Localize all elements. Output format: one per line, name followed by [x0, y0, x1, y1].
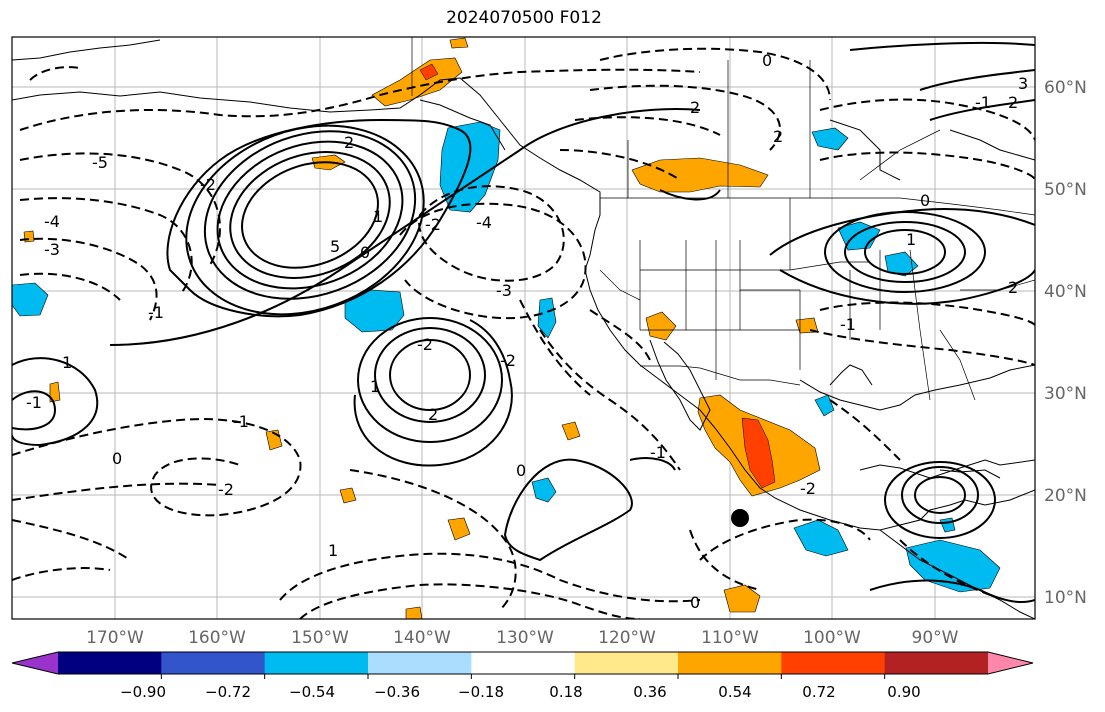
colorbar-outline — [11, 651, 1034, 675]
contour-label: -5 — [92, 153, 108, 172]
colorbar-label: −0.90 — [120, 683, 166, 701]
contour-label: 1 — [62, 353, 72, 372]
contour-label: 0 — [360, 243, 370, 262]
contour-label: 0 — [516, 461, 526, 480]
longitude-tick-labels: 170°W 160°W 150°W 140°W 130°W 120°W 110°… — [86, 628, 959, 648]
contour-label: -2 — [800, 479, 816, 498]
contour-label: 0 — [690, 593, 700, 612]
contour-label: -1 — [26, 393, 42, 412]
coastlines — [12, 39, 1035, 619]
lon-tick-label: 160°W — [188, 628, 246, 648]
blue-shaded-regions — [12, 121, 1001, 593]
colorbar-segment — [781, 652, 886, 674]
contour-label: -1 — [148, 303, 164, 322]
contour-label: -2 — [218, 480, 234, 499]
colorbar — [11, 651, 1034, 679]
contour-label: -1 — [650, 443, 666, 462]
contour-label: 2 — [428, 405, 438, 424]
colorbar-segment — [884, 652, 989, 674]
lat-tick-label: 60°N — [1044, 78, 1087, 98]
contour-label: -1 — [840, 315, 856, 334]
colorbar-label: 0.18 — [549, 683, 582, 701]
lon-tick-label: 90°W — [912, 628, 959, 648]
colorbar-label: −0.72 — [205, 683, 251, 701]
latitude-tick-labels: 60°N 50°N 40°N 30°N 20°N 10°N — [1044, 78, 1087, 608]
colorbar-label: −0.54 — [289, 683, 335, 701]
contour-label: -1 — [975, 93, 991, 112]
lon-tick-label: 150°W — [291, 628, 349, 648]
lat-tick-label: 40°N — [1044, 282, 1087, 302]
contour-label: 2 — [1008, 278, 1018, 297]
plot-title: 2024070500 F012 — [446, 8, 602, 28]
storm-center-marker — [731, 509, 749, 527]
colorbar-label: −0.18 — [458, 683, 504, 701]
map-frame — [11, 36, 1036, 620]
colorbar-segment — [678, 652, 782, 674]
contour-label: -2 — [500, 351, 516, 370]
colorbar-labels: −0.90 −0.72 −0.54 −0.36 −0.18 0.18 0.36 … — [120, 683, 921, 701]
lon-tick-label: 130°W — [496, 628, 554, 648]
positive-contours — [12, 41, 1035, 603]
lat-tick-label: 10°N — [1044, 588, 1087, 608]
lat-tick-label: 50°N — [1044, 180, 1087, 200]
contour-label: -3 — [44, 240, 60, 259]
colorbar-segment — [58, 652, 162, 674]
contour-label: 3 — [1018, 74, 1028, 93]
contour-label: 1 — [373, 207, 383, 226]
colorbar-label: 0.36 — [633, 683, 666, 701]
contour-label: -4 — [476, 213, 492, 232]
contour-labels: 0 2 2 -1 3 2 -2 -3 -4 -5 -2 5 1 2 -1 1 0… — [26, 51, 1028, 612]
political-borders — [411, 37, 1035, 401]
contour-label: 0 — [762, 51, 772, 70]
colorbar-segment — [471, 652, 576, 674]
map-panel: 0 2 2 -1 3 2 -2 -3 -4 -5 -2 5 1 2 -1 1 0… — [12, 37, 1035, 619]
contour-label: -2 — [200, 175, 216, 194]
colorbar-segment — [368, 652, 472, 674]
contour-label: 2 — [773, 127, 783, 146]
lon-tick-label: 110°W — [701, 628, 759, 648]
contour-label: 2 — [344, 133, 354, 152]
contour-label: 0 — [112, 449, 122, 468]
contour-label: -2 — [417, 335, 433, 354]
contour-label: 1 — [370, 377, 380, 396]
contour-label: 5 — [330, 237, 340, 256]
lon-tick-label: 100°W — [803, 628, 861, 648]
red-shaded-regions — [419, 63, 776, 489]
colorbar-segment — [161, 652, 266, 674]
contour-label: -2 — [425, 215, 441, 234]
lon-tick-label: 120°W — [598, 628, 656, 648]
colorbar-extend-high — [988, 652, 1033, 674]
lat-tick-label: 20°N — [1044, 486, 1087, 506]
colorbar-extend-low — [12, 652, 58, 674]
colorbar-segment — [264, 652, 369, 674]
contour-label: 0 — [920, 191, 930, 210]
contour-label: -1 — [233, 412, 249, 431]
colorbar-label: −0.36 — [374, 683, 420, 701]
colorbar-segment — [574, 652, 679, 674]
lon-tick-label: 140°W — [393, 628, 451, 648]
colorbar-label: 0.54 — [718, 683, 751, 701]
contour-label: 2 — [690, 98, 700, 117]
contour-label: 2 — [1008, 93, 1018, 112]
negative-contours — [12, 47, 1035, 619]
contour-label: 1 — [906, 230, 916, 249]
contour-label: -4 — [44, 212, 60, 231]
colorbar-label: 0.90 — [887, 683, 920, 701]
lon-tick-label: 170°W — [86, 628, 144, 648]
contour-label: 1 — [328, 541, 338, 560]
colorbar-label: 0.72 — [802, 683, 835, 701]
lat-tick-label: 30°N — [1044, 384, 1087, 404]
contour-label: -3 — [496, 281, 512, 300]
